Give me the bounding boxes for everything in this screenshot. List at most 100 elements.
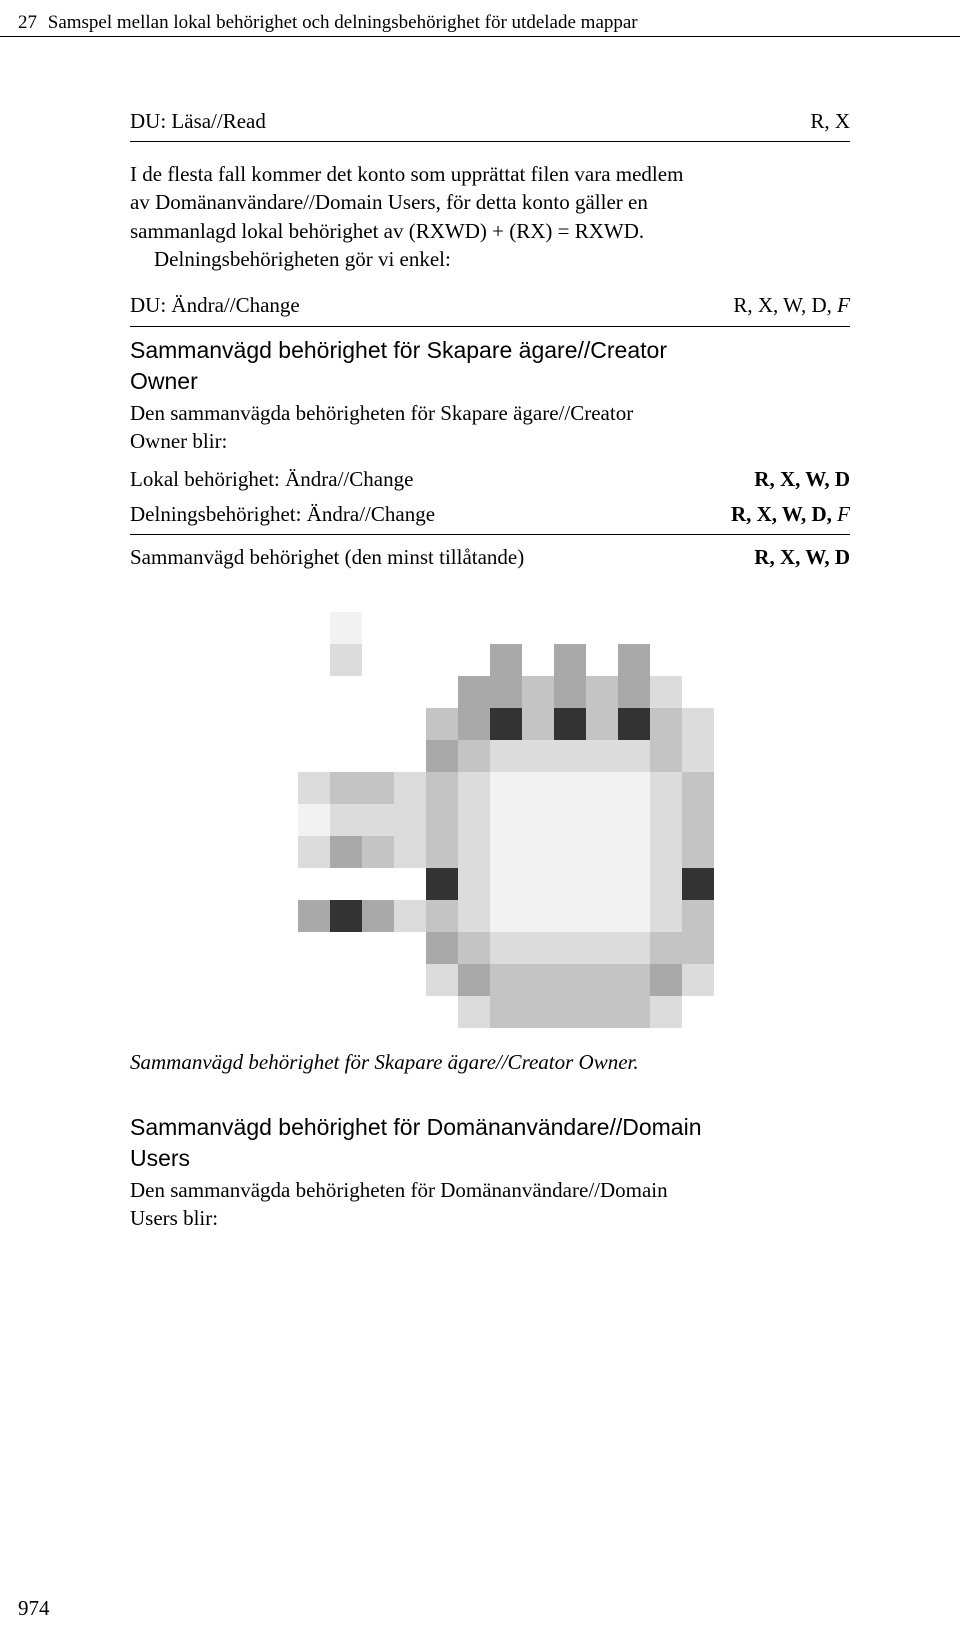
- heading-line1: Sammanvägd behörighet för Skapare ägare/…: [130, 335, 850, 366]
- page-number: 974: [18, 1596, 50, 1621]
- pixel-cell: [266, 836, 298, 868]
- pixel-cell: [330, 900, 362, 932]
- pixel-cell: [426, 868, 458, 900]
- pixel-cell: [650, 900, 682, 932]
- pixel-cell: [362, 836, 394, 868]
- row-combined: Sammanvägd behörighet (den minst tillåta…: [130, 543, 850, 571]
- pixel-cell: [298, 772, 330, 804]
- pixel-cell: [266, 740, 298, 772]
- pixel-illustration: [266, 612, 714, 1028]
- pixel-cell: [682, 932, 714, 964]
- row-right: R, X, W, D: [754, 465, 850, 493]
- sub-line1: Den sammanvägda behörigheten för Domänan…: [130, 1176, 850, 1204]
- pixel-cell: [682, 868, 714, 900]
- divider: [130, 326, 850, 327]
- pixel-cell: [362, 676, 394, 708]
- pixel-cell: [330, 612, 362, 644]
- pixel-cell: [618, 740, 650, 772]
- subtext-creator-owner: Den sammanvägda behörigheten för Skapare…: [130, 399, 850, 456]
- pixel-cell: [266, 996, 298, 1028]
- pixel-cell: [522, 868, 554, 900]
- pixel-cell: [618, 644, 650, 676]
- pixel-cell: [586, 772, 618, 804]
- pixel-cell: [458, 676, 490, 708]
- pixel-cell: [618, 932, 650, 964]
- pixel-cell: [458, 932, 490, 964]
- pixel-cell: [586, 932, 618, 964]
- pixel-cell: [394, 612, 426, 644]
- pixel-cell: [266, 964, 298, 996]
- pixel-cell: [266, 772, 298, 804]
- pixel-cell: [522, 644, 554, 676]
- row-left: DU: Ändra//Change: [130, 291, 300, 319]
- pixel-cell: [426, 836, 458, 868]
- pixel-cell: [586, 964, 618, 996]
- pixel-cell: [586, 644, 618, 676]
- paragraph-1: I de flesta fall kommer det konto som up…: [130, 160, 850, 273]
- pixel-cell: [426, 772, 458, 804]
- pixel-cell: [682, 708, 714, 740]
- pixel-cell: [458, 996, 490, 1028]
- plain: R, X, W, D,: [733, 293, 832, 317]
- chapter-title: Samspel mellan lokal behörighet och deln…: [48, 12, 638, 33]
- pixel-cell: [586, 612, 618, 644]
- pixel-cell: [458, 900, 490, 932]
- pixel-cell: [426, 804, 458, 836]
- pixel-cell: [650, 804, 682, 836]
- pixel-cell: [586, 740, 618, 772]
- pixel-cell: [298, 644, 330, 676]
- pixel-cell: [298, 612, 330, 644]
- pixel-cell: [362, 612, 394, 644]
- pixel-cell: [650, 964, 682, 996]
- pixel-cell: [554, 836, 586, 868]
- pixel-cell: [490, 676, 522, 708]
- pixel-cell: [394, 708, 426, 740]
- pixel-cell: [554, 708, 586, 740]
- pixel-cell: [458, 612, 490, 644]
- pixel-cell: [490, 996, 522, 1028]
- pixel-cell: [362, 740, 394, 772]
- pixel-cell: [330, 964, 362, 996]
- divider: [130, 534, 850, 535]
- pixel-cell: [522, 836, 554, 868]
- pixel-cell: [330, 996, 362, 1028]
- pixel-cell: [618, 996, 650, 1028]
- pixel-cell: [266, 644, 298, 676]
- pixel-cell: [458, 868, 490, 900]
- pixel-cell: [330, 644, 362, 676]
- pixel-cell: [490, 772, 522, 804]
- pixel-cell: [266, 900, 298, 932]
- pixel-cell: [682, 996, 714, 1028]
- para1-line2: av Domänanvändare//Domain Users, för det…: [130, 188, 850, 216]
- pixel-cell: [330, 836, 362, 868]
- pixel-cell: [298, 964, 330, 996]
- pixel-cell: [330, 804, 362, 836]
- divider: [130, 141, 850, 142]
- pixel-cell: [266, 804, 298, 836]
- pixel-cell: [618, 612, 650, 644]
- row-left: Sammanvägd behörighet (den minst tillåta…: [130, 543, 524, 571]
- subtext-domain-users: Den sammanvägda behörigheten för Domänan…: [130, 1176, 850, 1233]
- pixel-cell: [394, 740, 426, 772]
- figure: [130, 612, 850, 1028]
- pixel-cell: [490, 740, 522, 772]
- pixel-cell: [586, 804, 618, 836]
- row-right: R, X, W, D, F: [733, 291, 850, 319]
- pixel-cell: [490, 612, 522, 644]
- row-right: R, X: [810, 107, 850, 135]
- pixel-cell: [426, 708, 458, 740]
- para1-line3: sammanlagd lokal behörighet av (RXWD) + …: [130, 217, 850, 245]
- pixel-cell: [682, 772, 714, 804]
- pixel-cell: [362, 996, 394, 1028]
- pixel-cell: [618, 804, 650, 836]
- pixel-cell: [362, 708, 394, 740]
- pixel-cell: [426, 964, 458, 996]
- row-left: DU: Läsa//Read: [130, 107, 266, 135]
- pixel-cell: [522, 804, 554, 836]
- row-du-change: DU: Ändra//Change R, X, W, D, F: [130, 291, 850, 319]
- sub-line2: Users blir:: [130, 1204, 850, 1232]
- pixel-cell: [682, 612, 714, 644]
- pixel-cell: [458, 804, 490, 836]
- pixel-cell: [522, 612, 554, 644]
- pixel-cell: [650, 740, 682, 772]
